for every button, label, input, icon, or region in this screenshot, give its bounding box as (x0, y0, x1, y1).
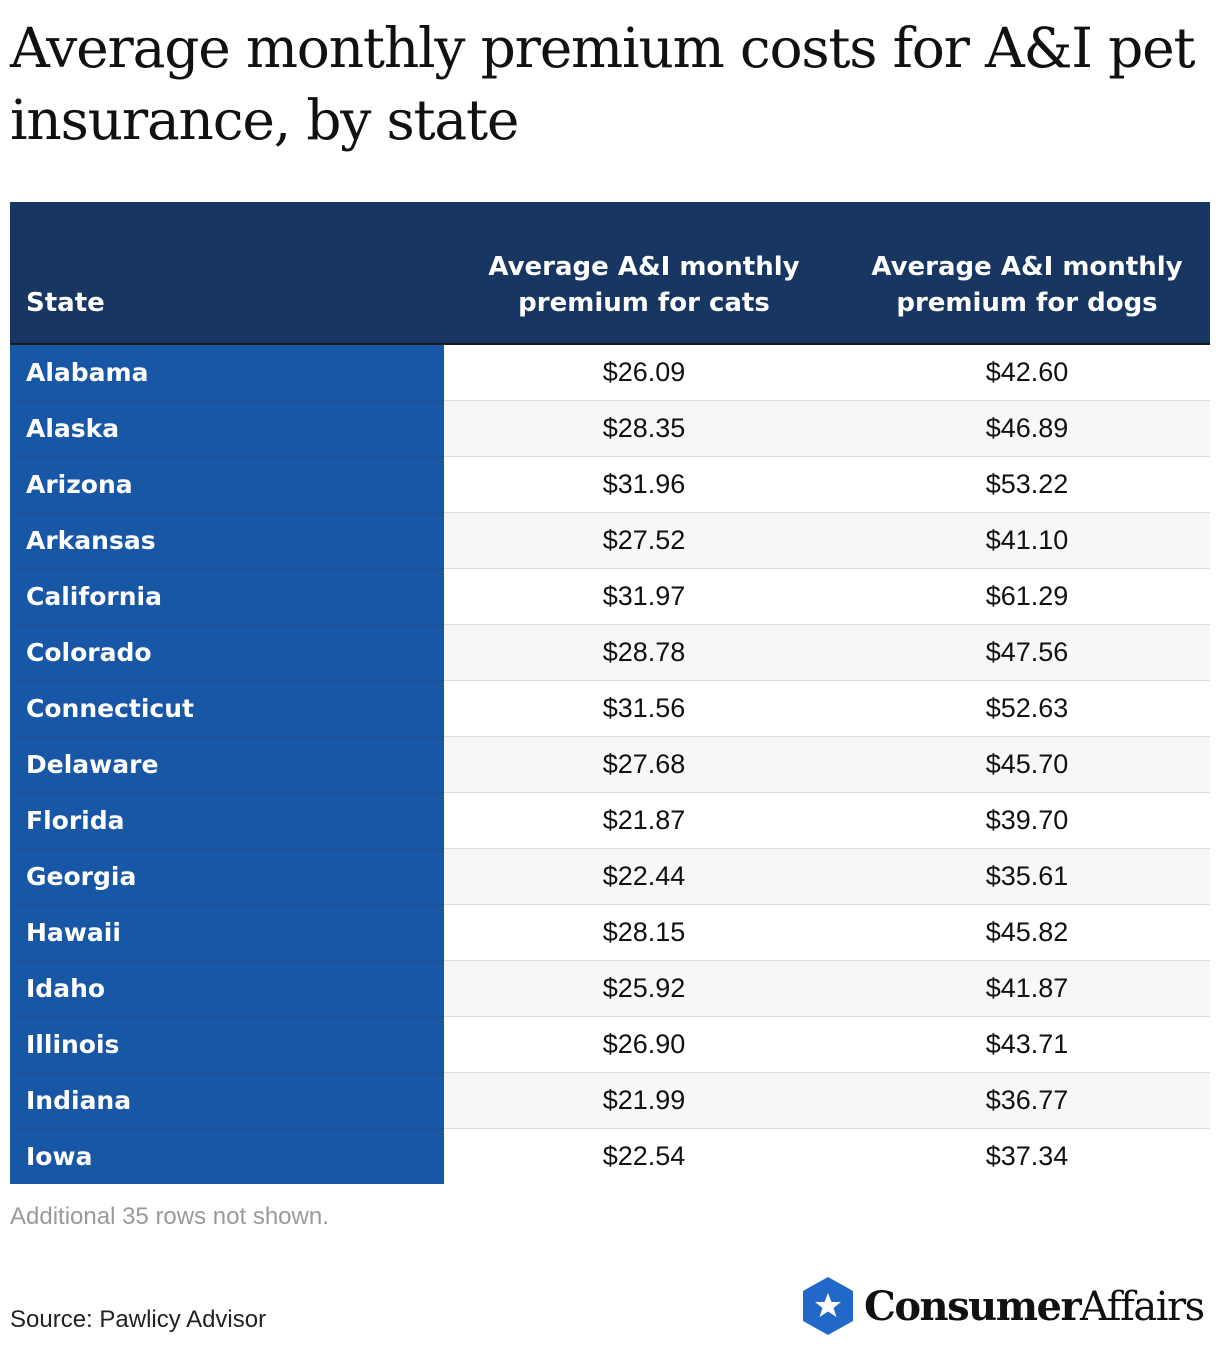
state-cell: Connecticut (10, 680, 444, 737)
state-cell: Georgia (10, 848, 444, 905)
table-row: Delaware $27.68 $45.70 (10, 736, 1210, 793)
chart-title: Average monthly premium costs for A&I pe… (10, 16, 1196, 152)
table-body: Alabama $26.09 $42.60 Alaska $28.35 $46.89 Ari… (10, 344, 1210, 1184)
dog-premium-cell: $42.60 (844, 344, 1210, 401)
cat-premium-cell: $28.35 (444, 400, 844, 457)
dog-premium-cell: $37.34 (985, 1140, 1069, 1171)
cat-premium-cell: $22.44 (444, 848, 844, 905)
consumeraffairs-logo: ConsumerAffairs (800, 1274, 1212, 1338)
table-row: Connecticut $31.56 $52.63 (10, 680, 1210, 737)
state-cell: Colorado (10, 624, 444, 681)
cat-premium-cell: $28.15 (444, 904, 844, 961)
rows-not-shown-note: Additional 35 rows not shown. (10, 1203, 329, 1230)
dog-premium-cell: $39.70 (844, 792, 1210, 849)
state-cell: Florida (10, 792, 444, 849)
state-cell: Alabama (10, 344, 444, 401)
dog-premium-cell: $41.10 (844, 512, 1210, 569)
column-header-dogs: Average A&I monthly premium for dogs (844, 202, 1210, 345)
dog-premium-cell: $53.22 (844, 456, 1210, 513)
table-row: Arizona $31.96 $53.22 (10, 456, 1210, 513)
table-row: Georgia $22.44 $35.61 (10, 848, 1210, 905)
state-cell: Delaware (10, 736, 444, 793)
cat-premium-cell: $31.96 (444, 456, 844, 513)
table-row: Florida $21.87 $39.70 (10, 792, 1210, 849)
dog-premium-cell: $61.29 (844, 568, 1210, 625)
state-cell: Indiana (10, 1072, 444, 1129)
cat-premium-cell: $31.56 (444, 680, 844, 737)
dog-premium-cell: $45.70 (844, 736, 1210, 793)
table-row: Alabama $26.09 $42.60 (10, 344, 1210, 401)
state-cell: California (10, 568, 444, 625)
star-hexagon-icon (803, 1277, 853, 1335)
dog-premium-cell: $45.82 (844, 904, 1210, 961)
cat-premium-cell: $21.99 (444, 1072, 844, 1129)
table-row: Indiana $21.99 $36.77 (10, 1072, 1210, 1129)
table-row: Alaska $28.35 $46.89 (10, 400, 1210, 457)
logo-text-consumer: Consumer (864, 1282, 1082, 1330)
table-row: Hawaii $28.15 $45.82 (10, 904, 1210, 961)
cat-premium-cell: $31.97 (444, 568, 844, 625)
cat-premium-cell: $27.52 (444, 512, 844, 569)
dog-premium-cell: $46.89 (844, 400, 1210, 457)
dog-premium-cell: $43.71 (844, 1016, 1210, 1073)
state-cell: Arizona (10, 456, 444, 513)
cat-premium-cell: $25.92 (444, 960, 844, 1017)
table-row: Idaho $25.92 $41.87 (10, 960, 1210, 1017)
state-cell: Illinois (10, 1016, 444, 1073)
state-cell: Hawaii (10, 904, 444, 961)
table-row: Iowa $22.54 $37.34 (10, 1128, 1210, 1184)
state-cell: Alaska (10, 400, 444, 457)
table-header-row: State Average A&I monthly premium for ca… (10, 202, 1210, 345)
logo-text-affairs: Affairs (1080, 1283, 1205, 1330)
dog-premium-cell: $35.61 (844, 848, 1210, 905)
state-cell: Idaho (10, 960, 444, 1017)
cat-premium-cell: $26.90 (444, 1016, 844, 1073)
column-header-state: State (10, 202, 444, 345)
table-row: Illinois $26.90 $43.71 (10, 1016, 1210, 1073)
dog-premium-cell: $47.56 (844, 624, 1210, 681)
table-row: Colorado $28.78 $47.56 (10, 624, 1210, 681)
source-note: Source: Pawlicy Advisor (10, 1306, 267, 1333)
state-cell: Iowa (10, 1128, 444, 1184)
state-cell: Arkansas (10, 512, 444, 569)
dog-premium-cell: $52.63 (844, 680, 1210, 737)
dog-premium-cell: $36.77 (844, 1072, 1210, 1129)
dog-premium-cell: $41.87 (844, 960, 1210, 1017)
cat-premium-cell: $28.78 (444, 624, 844, 681)
cat-premium-cell: $27.68 (444, 736, 844, 793)
column-header-cats: Average A&I monthly premium for cats (444, 202, 844, 345)
logo-wordmark: ConsumerAffairs (864, 1282, 1205, 1330)
table-row: Arkansas $27.52 $41.10 (10, 512, 1210, 569)
cat-premium-cell: $21.87 (444, 792, 844, 849)
cat-premium-cell: $22.54 (602, 1140, 686, 1171)
premium-table: State Average A&I monthly premium for ca… (10, 202, 1210, 1184)
table-row: California $31.97 $61.29 (10, 568, 1210, 625)
cat-premium-cell: $26.09 (444, 344, 844, 401)
